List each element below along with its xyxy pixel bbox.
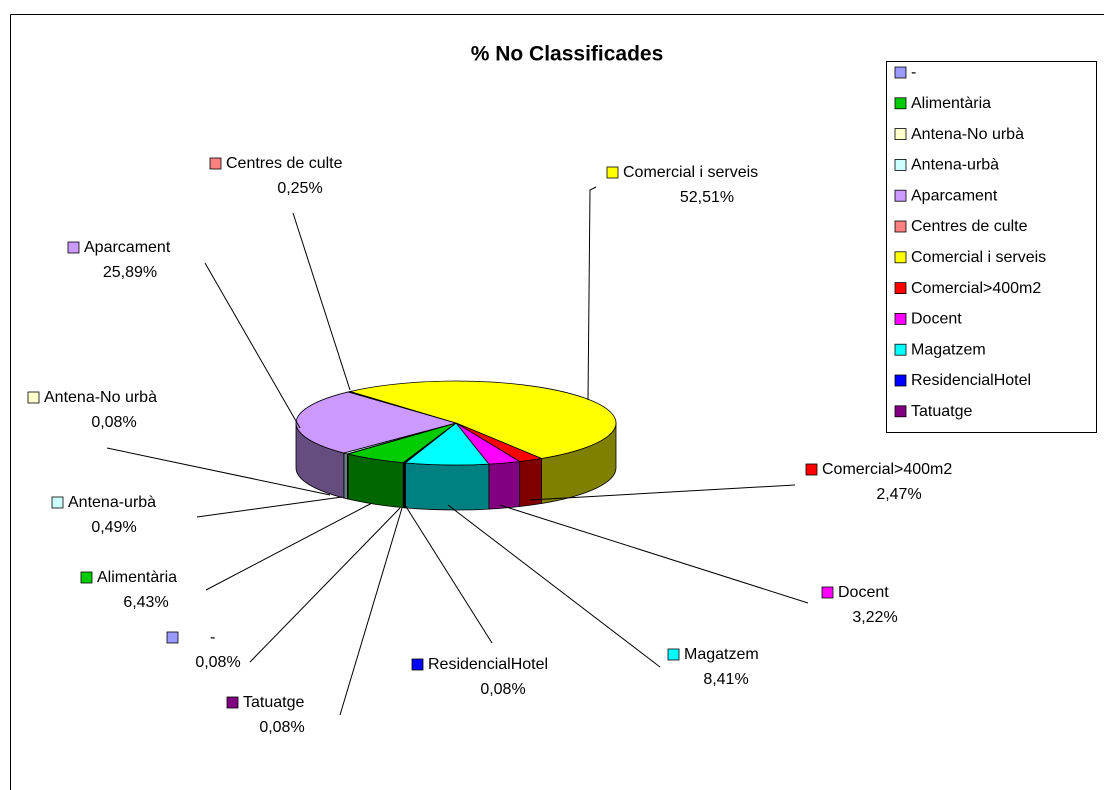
legend-label: Alimentària — [911, 95, 991, 112]
legend-label: Tatuatge — [911, 403, 972, 420]
legend-swatch — [894, 220, 907, 233]
label-value: 0,08% — [259, 719, 304, 736]
label-swatch — [166, 631, 179, 644]
leader-line — [249, 507, 401, 663]
label-swatch — [67, 241, 80, 254]
label-value: 0,08% — [480, 681, 525, 698]
legend-swatch — [894, 66, 907, 79]
legend-swatch — [894, 312, 907, 325]
label-swatch — [411, 658, 424, 671]
legend-swatch — [894, 405, 907, 418]
leader-line — [447, 504, 661, 668]
leader-line — [587, 186, 597, 401]
label-name: Docent — [838, 584, 889, 601]
label-name: Aparcament — [84, 239, 171, 256]
legend-swatch — [894, 97, 907, 110]
label-name: - — [210, 629, 215, 646]
legend-label: Centres de culte — [911, 218, 1028, 235]
label-name: Antena-No urbà — [44, 389, 157, 406]
label-value: 0,08% — [195, 654, 240, 671]
legend-swatch — [894, 158, 907, 171]
legend-swatch — [894, 343, 907, 356]
label-name: Comercial>400m2 — [822, 461, 952, 478]
label-value: 3,22% — [852, 609, 897, 626]
legend-label: Aparcament — [911, 187, 998, 204]
leader-line — [205, 502, 373, 591]
leader-line — [404, 504, 493, 644]
label-value: 8,41% — [703, 671, 748, 688]
legend-label: Comercial>400m2 — [911, 280, 1041, 297]
label-swatch — [667, 648, 680, 661]
leader-line — [292, 212, 351, 391]
label-name: Comercial i serveis — [623, 164, 758, 181]
leader-line — [339, 507, 403, 716]
leader-line — [106, 447, 331, 496]
slice-side — [405, 462, 490, 511]
legend-label: Antena-No urbà — [911, 126, 1024, 143]
label-name: Magatzem — [684, 646, 759, 663]
label-swatch — [51, 496, 64, 509]
label-value: 2,47% — [876, 486, 921, 503]
label-name: Alimentària — [97, 569, 177, 586]
label-name: Centres de culte — [226, 155, 343, 172]
label-swatch — [27, 391, 40, 404]
label-swatch — [805, 463, 818, 476]
legend-label: ResidencialHotel — [911, 372, 1031, 389]
legend-swatch — [894, 251, 907, 264]
legend-label: Comercial i serveis — [911, 249, 1046, 266]
label-swatch — [821, 586, 834, 599]
legend-swatch — [894, 128, 907, 141]
legend-label: Magatzem — [911, 341, 986, 358]
label-swatch — [226, 696, 239, 709]
leader-line — [204, 262, 301, 429]
label-value: 0,08% — [91, 414, 136, 431]
legend-label: Antena-urbà — [911, 157, 999, 174]
slice-side — [343, 452, 348, 500]
label-value: 6,43% — [123, 594, 168, 611]
legend-swatch — [894, 282, 907, 295]
slice — [348, 380, 617, 459]
label-name: Tatuatge — [243, 694, 304, 711]
label-swatch — [209, 157, 222, 170]
leader-line — [499, 504, 809, 604]
chart-title: % No Classificades — [471, 43, 664, 66]
legend-swatch — [894, 189, 907, 202]
legend-label: - — [911, 64, 916, 81]
label-value: 25,89% — [103, 264, 157, 281]
label-swatch — [80, 571, 93, 584]
slice — [404, 422, 490, 466]
label-swatch — [606, 166, 619, 179]
slice — [402, 422, 457, 464]
label-name: Antena-urbà — [68, 494, 156, 511]
leader-line — [196, 496, 343, 518]
leader-line — [529, 484, 796, 501]
legend-swatch — [894, 374, 907, 387]
slice-side — [488, 461, 521, 510]
label-name: ResidencialHotel — [428, 656, 548, 673]
label-value: 52,51% — [680, 189, 734, 206]
slice-side — [403, 462, 406, 509]
label-value: 0,25% — [277, 180, 322, 197]
legend-label: Docent — [911, 311, 962, 328]
legend-box — [886, 61, 1097, 433]
label-value: 0,49% — [91, 519, 136, 536]
